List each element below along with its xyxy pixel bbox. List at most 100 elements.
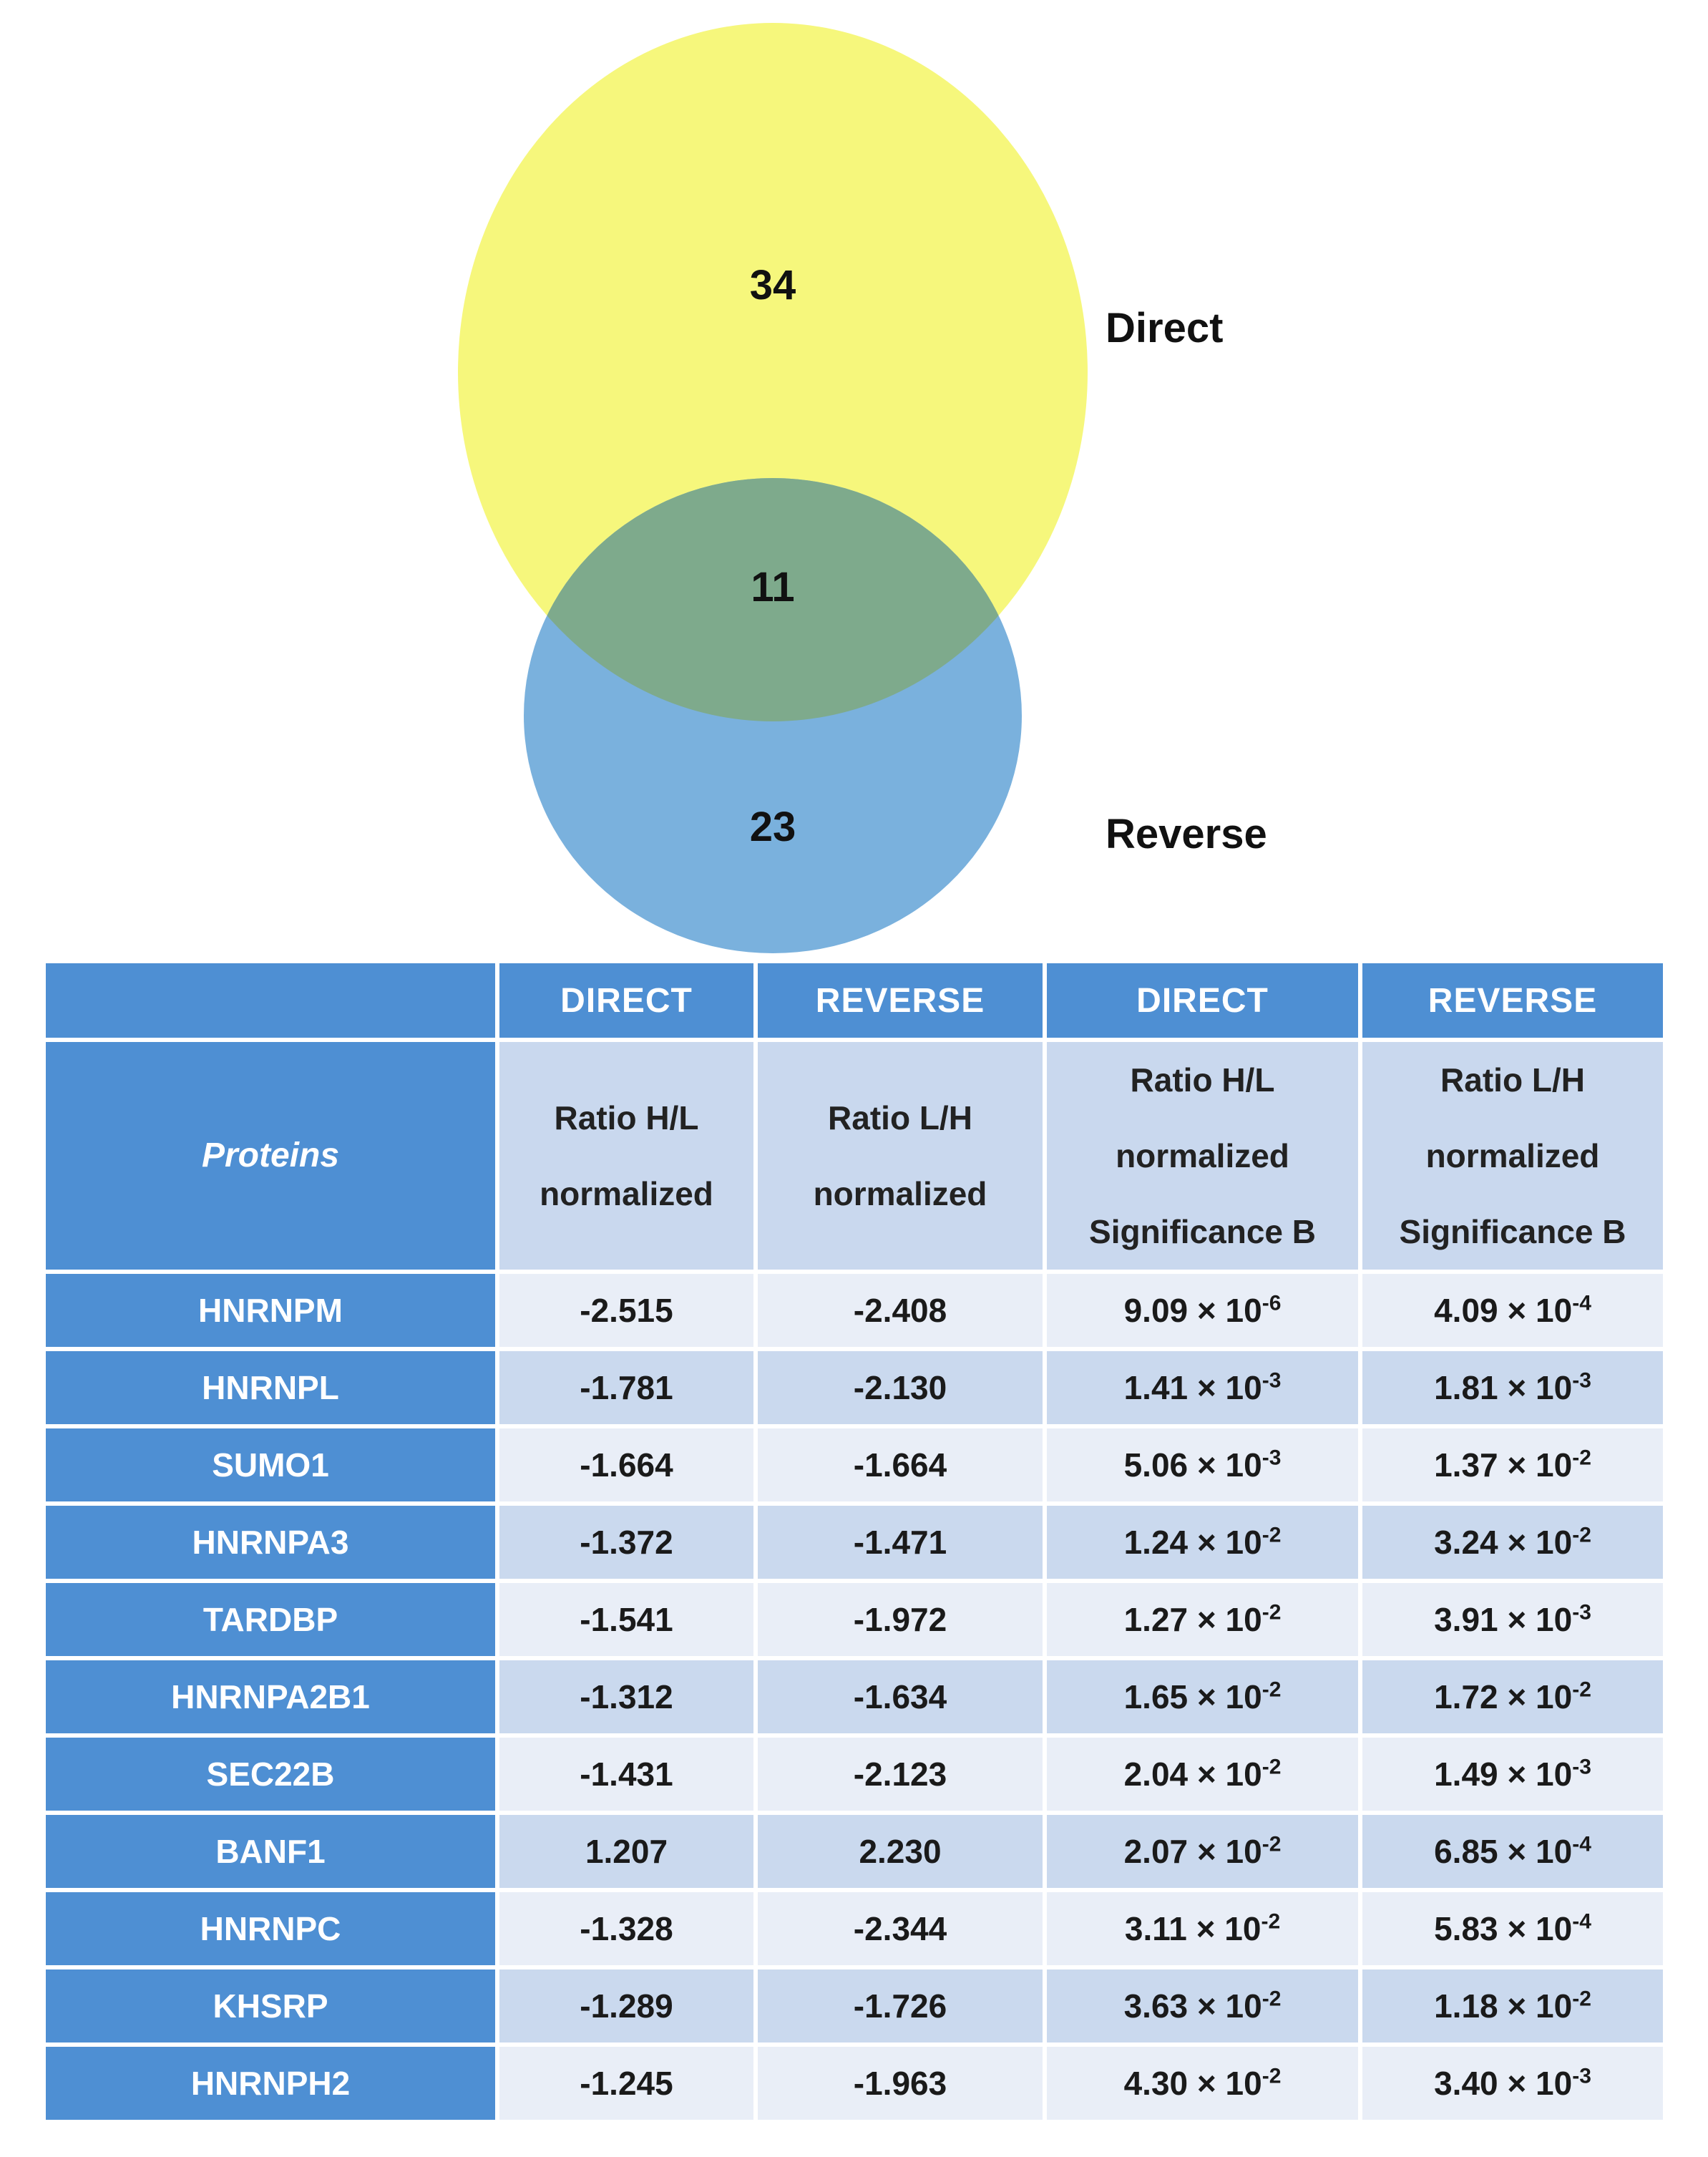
protein-name-cell: TARDBP <box>46 1583 495 1656</box>
direct-ratio-cell: -1.289 <box>499 1969 753 2042</box>
protein-name-cell: HNRNPA3 <box>46 1506 495 1579</box>
times-ten-symbol: × 10 <box>1188 1292 1262 1329</box>
significance-exponent: -2 <box>1572 1523 1591 1547</box>
times-ten-symbol: × 10 <box>1498 1910 1573 1947</box>
protein-name-cell: HNRNPA2B1 <box>46 1660 495 1733</box>
times-ten-symbol: × 10 <box>1188 1446 1262 1484</box>
significance-exponent: -2 <box>1262 1678 1282 1702</box>
significance-mantissa: 9.09 <box>1123 1292 1189 1329</box>
protein-name-cell: HNRNPC <box>46 1892 495 1965</box>
significance-mantissa: 3.63 <box>1123 1987 1189 2025</box>
significance-mantissa: 6.85 <box>1434 1833 1498 1870</box>
reverse-significance-cell: 3.24 × 10-2 <box>1362 1506 1663 1579</box>
significance-exponent: -4 <box>1572 1832 1591 1856</box>
group-header-direct-significance: DIRECT <box>1047 963 1358 1038</box>
direct-ratio-cell: -1.664 <box>499 1428 753 1501</box>
direct-significance-cell: 1.65 × 10-2 <box>1047 1660 1358 1733</box>
table-row: HNRNPC -1.328 -2.344 3.11 × 10-2 5.83 × 10-4 <box>46 1892 1663 1965</box>
significance-mantissa: 5.06 <box>1123 1446 1189 1484</box>
significance-mantissa: 1.24 <box>1123 1524 1189 1561</box>
column-header-line: Ratio L/H <box>1440 1061 1585 1099</box>
reverse-ratio-cell: -2.344 <box>758 1892 1043 1965</box>
table-row: KHSRP -1.289 -1.726 3.63 × 10-2 1.18 × 10-2 <box>46 1969 1663 2042</box>
direct-ratio-cell: -1.541 <box>499 1583 753 1656</box>
direct-significance-cell: 3.11 × 10-2 <box>1047 1892 1358 1965</box>
direct-ratio-cell: -2.515 <box>499 1274 753 1347</box>
significance-exponent: -2 <box>1262 1832 1282 1856</box>
protein-name-cell: HNRNPM <box>46 1274 495 1347</box>
table-row: HNRNPL -1.781 -2.130 1.41 × 10-3 1.81 × 10-3 <box>46 1351 1663 1424</box>
times-ten-symbol: × 10 <box>1498 1678 1573 1715</box>
direct-significance-cell: 3.63 × 10-2 <box>1047 1969 1358 2042</box>
group-header-row: DIRECT REVERSE DIRECT REVERSE <box>46 963 1663 1038</box>
significance-exponent: -4 <box>1572 1291 1591 1315</box>
direct-ratio-cell: -1.312 <box>499 1660 753 1733</box>
protein-name-cell: SUMO1 <box>46 1428 495 1501</box>
times-ten-symbol: × 10 <box>1498 1446 1573 1484</box>
direct-significance-cell: 1.41 × 10-3 <box>1047 1351 1358 1424</box>
times-ten-symbol: × 10 <box>1188 1678 1262 1715</box>
protein-ratio-table: DIRECT REVERSE DIRECT REVERSE Proteins R… <box>42 959 1667 2124</box>
direct-significance-cell: 1.24 × 10-2 <box>1047 1506 1358 1579</box>
protein-name-cell: HNRNPL <box>46 1351 495 1424</box>
times-ten-symbol: × 10 <box>1188 1601 1262 1638</box>
times-ten-symbol: × 10 <box>1188 1524 1262 1561</box>
reverse-ratio-cell: -1.963 <box>758 2047 1043 2120</box>
protein-name-cell: SEC22B <box>46 1738 495 1811</box>
times-ten-symbol: × 10 <box>1186 1910 1262 1947</box>
significance-mantissa: 1.65 <box>1123 1678 1189 1715</box>
direct-significance-cell: 2.04 × 10-2 <box>1047 1738 1358 1811</box>
reverse-ratio-cell: -2.123 <box>758 1738 1043 1811</box>
significance-exponent: -2 <box>1572 1987 1591 2011</box>
significance-exponent: -3 <box>1262 1446 1282 1470</box>
significance-mantissa: 1.81 <box>1434 1369 1498 1406</box>
column-header: Ratio H/L normalized Significance B <box>1047 1042 1358 1270</box>
column-header-row: Proteins Ratio H/L normalized Ratio L/H … <box>46 1042 1663 1270</box>
reverse-significance-cell: 1.72 × 10-2 <box>1362 1660 1663 1733</box>
times-ten-symbol: × 10 <box>1498 1292 1573 1329</box>
significance-mantissa: 1.49 <box>1434 1756 1498 1793</box>
times-ten-symbol: × 10 <box>1498 1833 1573 1870</box>
significance-exponent: -2 <box>1261 1909 1281 1934</box>
times-ten-symbol: × 10 <box>1498 1756 1573 1793</box>
significance-mantissa: 4.30 <box>1123 2065 1189 2102</box>
significance-mantissa: 2.04 <box>1123 1756 1189 1793</box>
reverse-significance-cell: 5.83 × 10-4 <box>1362 1892 1663 1965</box>
significance-exponent: -3 <box>1572 1755 1591 1779</box>
reverse-ratio-cell: -2.130 <box>758 1351 1043 1424</box>
reverse-significance-cell: 1.18 × 10-2 <box>1362 1969 1663 2042</box>
column-header-line: normalized <box>540 1175 713 1212</box>
direct-ratio-cell: 1.207 <box>499 1815 753 1888</box>
reverse-ratio-cell: -1.471 <box>758 1506 1043 1579</box>
significance-mantissa: 2.07 <box>1123 1833 1189 1870</box>
column-header-line: Significance B <box>1089 1213 1316 1250</box>
table-row: TARDBP -1.541 -1.972 1.27 × 10-2 3.91 × 10-3 <box>46 1583 1663 1656</box>
table-row: SEC22B -1.431 -2.123 2.04 × 10-2 1.49 × 10-3 <box>46 1738 1663 1811</box>
table-row: HNRNPA2B1 -1.312 -1.634 1.65 × 10-2 1.72 × 1… <box>46 1660 1663 1733</box>
group-header-reverse-significance: REVERSE <box>1362 963 1663 1038</box>
column-header: Ratio L/H normalized Significance B <box>1362 1042 1663 1270</box>
significance-exponent: -2 <box>1262 1987 1282 2011</box>
overlap-count: 11 <box>751 564 794 610</box>
times-ten-symbol: × 10 <box>1188 1369 1262 1406</box>
group-header-reverse: REVERSE <box>758 963 1043 1038</box>
times-ten-symbol: × 10 <box>1498 1524 1573 1561</box>
significance-exponent: -3 <box>1572 2064 1591 2088</box>
significance-exponent: -6 <box>1262 1291 1282 1315</box>
times-ten-symbol: × 10 <box>1498 1601 1573 1638</box>
reverse-ratio-cell: 2.230 <box>758 1815 1043 1888</box>
significance-mantissa: 3.40 <box>1434 2065 1498 2102</box>
direct-ratio-cell: -1.372 <box>499 1506 753 1579</box>
table-body: HNRNPM -2.515 -2.408 9.09 × 10-6 4.09 × 10-4… <box>46 1274 1663 2120</box>
direct-only-count: 34 <box>750 262 796 308</box>
significance-exponent: -3 <box>1572 1600 1591 1625</box>
significance-mantissa: 3.24 <box>1434 1524 1498 1561</box>
significance-exponent: -4 <box>1572 1909 1591 1934</box>
proteins-column-header: Proteins <box>46 1042 495 1270</box>
group-header-empty <box>46 963 495 1038</box>
reverse-significance-cell: 1.81 × 10-3 <box>1362 1351 1663 1424</box>
significance-exponent: -3 <box>1262 1368 1282 1393</box>
direct-set-label: Direct <box>1106 305 1223 351</box>
direct-significance-cell: 4.30 × 10-2 <box>1047 2047 1358 2120</box>
times-ten-symbol: × 10 <box>1498 2065 1573 2102</box>
